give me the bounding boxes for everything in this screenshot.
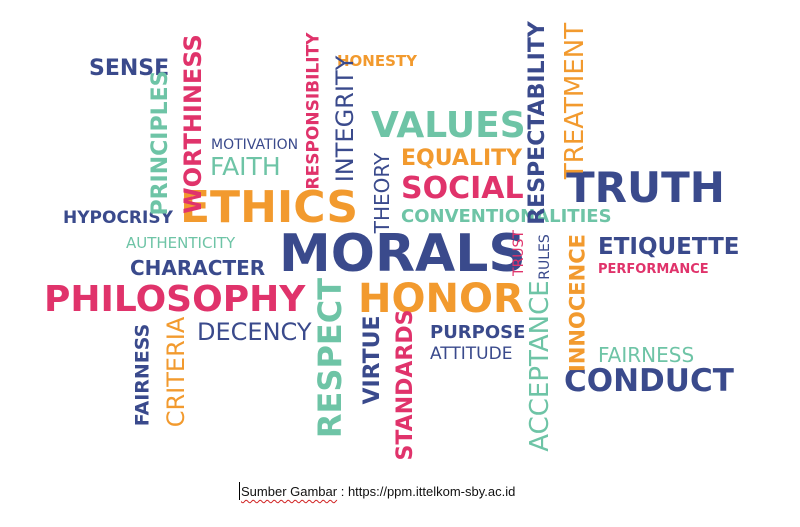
word-acceptance: ACCEPTANCE <box>525 280 555 452</box>
word-equality: EQUALITY <box>401 146 523 171</box>
word-hypocrisy: HYPOCRISY <box>63 208 173 228</box>
word-authenticity: AUTHENTICITY <box>126 234 236 252</box>
word-theory: THEORY <box>370 152 394 234</box>
word-purpose: PURPOSE <box>430 322 526 343</box>
word-fairness-right: FAIRNESS <box>598 343 695 367</box>
word-philosophy: PHILOSOPHY <box>44 279 306 320</box>
word-principles: PRINCIPLES <box>148 70 173 216</box>
word-sense: SENSE <box>89 56 170 81</box>
caption-separator: : <box>337 484 348 499</box>
word-morals: MORALS <box>279 224 526 284</box>
word-respectability: RESPECTABILITY <box>525 21 550 225</box>
word-respect: RESPECT <box>311 277 349 439</box>
image-caption[interactable]: Sumber Gambar : https://ppm.ittelkom-sby… <box>241 484 515 499</box>
word-worthiness: WORTHINESS <box>179 34 207 214</box>
word-trust: TRUST <box>511 230 527 276</box>
word-treatment: TREATMENT <box>560 22 590 180</box>
word-conventionalities: CONVENTIONALITIES <box>401 206 612 227</box>
word-performance: PERFORMANCE <box>598 262 709 277</box>
word-decency: DECENCY <box>197 318 312 346</box>
word-honesty: HONESTY <box>337 52 418 70</box>
word-ethics: ETHICS <box>180 182 359 233</box>
text-cursor <box>239 482 240 500</box>
word-standards: STANDARDS <box>393 309 418 461</box>
word-integrity: INTEGRITY <box>331 55 359 183</box>
word-social: SOCIAL <box>401 171 524 206</box>
word-innocence: INNOCENCE <box>565 234 590 372</box>
caption-url: https://ppm.ittelkom-sby.ac.id <box>347 484 516 499</box>
caption-label: Sumber Gambar <box>241 484 338 499</box>
word-values: VALUES <box>371 105 526 146</box>
word-attitude: ATTITUDE <box>430 344 513 364</box>
word-motivation: MOTIVATION <box>211 137 299 153</box>
word-etiquette: ETIQUETTE <box>598 234 740 260</box>
word-fairness-left: FAIRNESS <box>131 323 154 427</box>
word-faith: FAITH <box>210 152 281 181</box>
word-conduct: CONDUCT <box>564 363 734 399</box>
word-rules: RULES <box>537 234 553 280</box>
word-honor: HONOR <box>358 276 524 322</box>
word-character: CHARACTER <box>130 256 266 280</box>
word-criteria: CRITERIA <box>162 316 190 428</box>
word-cloud-image: SENSE MOTIVATION FAITH HONESTY VALUES EQ… <box>44 21 740 461</box>
word-virtue: VIRTUE <box>360 315 385 405</box>
word-responsibility: RESPONSIBILITY <box>303 32 324 190</box>
word-truth: TRUTH <box>566 163 725 212</box>
